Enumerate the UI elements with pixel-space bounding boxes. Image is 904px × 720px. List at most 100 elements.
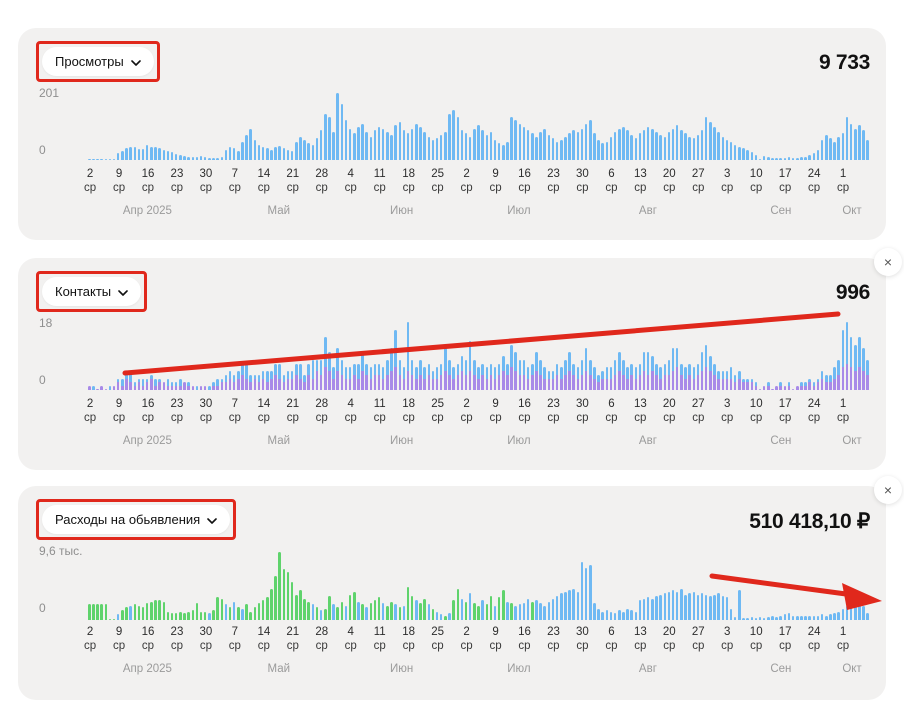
- bar: [551, 598, 555, 620]
- bar: [377, 126, 381, 160]
- bar: [543, 367, 546, 390]
- bar: [543, 128, 546, 160]
- bar: [849, 123, 853, 160]
- bar: [605, 610, 609, 620]
- expenses-month-labels: Апр 2025 Май Июн Июл Авг Сен Окт: [88, 663, 870, 679]
- bar: [506, 601, 509, 620]
- bar: [183, 156, 186, 160]
- bar: [663, 363, 667, 390]
- bar: [605, 141, 609, 160]
- bar: [402, 367, 406, 390]
- bar: [568, 133, 571, 160]
- bar: [845, 605, 849, 620]
- bar: [502, 145, 505, 160]
- bar: [597, 608, 600, 620]
- expenses-bar-chart: [88, 552, 870, 620]
- red-annotation-box-views: Просмотры: [36, 41, 160, 82]
- bar: [833, 367, 836, 390]
- bar: [609, 136, 613, 160]
- bar: [257, 145, 261, 160]
- x-tick-label: 27 ср: [691, 168, 705, 194]
- bar: [725, 597, 729, 620]
- bar: [568, 352, 571, 390]
- month-label: Апр 2025: [122, 205, 172, 217]
- bar: [357, 126, 360, 160]
- x-tick-label: 24 ср: [807, 398, 821, 424]
- bar: [593, 603, 596, 620]
- views-metric-dropdown[interactable]: Просмотры: [42, 47, 154, 76]
- month-label: Авг: [638, 663, 657, 675]
- bar: [787, 382, 791, 390]
- bar: [791, 158, 795, 160]
- contacts-metric-dropdown[interactable]: Контакты: [42, 277, 142, 306]
- x-tick-label: 9 ср: [489, 398, 502, 424]
- bar: [290, 371, 294, 390]
- close-icon[interactable]: ×: [874, 248, 902, 276]
- bar: [671, 128, 675, 160]
- expenses-metric-dropdown[interactable]: Расходы на обьявления: [42, 505, 231, 534]
- bar: [410, 359, 414, 390]
- bar: [154, 378, 157, 390]
- bar: [812, 382, 816, 390]
- bar: [121, 150, 124, 160]
- close-icon[interactable]: ×: [874, 476, 902, 504]
- bar: [796, 386, 799, 390]
- bar: [137, 378, 141, 390]
- bar: [199, 611, 203, 620]
- bar: [468, 136, 472, 160]
- bar: [854, 344, 857, 390]
- bar: [800, 615, 803, 620]
- bar: [477, 125, 480, 160]
- bar: [692, 591, 696, 620]
- bar: [829, 614, 832, 620]
- x-tick-label: 21 ср: [286, 398, 300, 424]
- x-tick-label: 7 ср: [228, 626, 241, 652]
- bar: [137, 605, 141, 620]
- month-label: Июн: [389, 663, 414, 675]
- bar: [278, 363, 281, 390]
- x-tick-label: 30 ср: [576, 168, 589, 194]
- bar: [481, 130, 484, 160]
- month-label: Май: [267, 205, 291, 217]
- month-label: Апр 2025: [122, 435, 172, 447]
- bar: [307, 143, 310, 160]
- bar: [133, 604, 137, 620]
- bar: [729, 367, 733, 390]
- x-tick-label: 16 ср: [518, 168, 531, 194]
- bar: [464, 359, 468, 390]
- expenses-y-axis-max: 9,6 тыс.: [39, 544, 83, 558]
- bar: [452, 110, 455, 160]
- bar: [667, 131, 671, 160]
- bar: [626, 130, 629, 160]
- x-tick-label: 17 ср: [778, 626, 792, 652]
- views-bar-chart: [88, 92, 870, 160]
- bar: [348, 128, 352, 160]
- bar: [655, 363, 658, 390]
- bar: [245, 135, 248, 160]
- x-tick-label: 4 ср: [344, 398, 357, 424]
- expenses-y-axis-zero: 0: [39, 601, 46, 615]
- bar: [125, 148, 128, 160]
- bar: [398, 121, 402, 160]
- bar: [286, 571, 290, 620]
- bar: [299, 136, 302, 160]
- bar: [783, 158, 787, 160]
- bar: [713, 594, 716, 620]
- bar: [228, 146, 232, 160]
- bar: [775, 158, 778, 160]
- bar: [816, 150, 820, 160]
- bar: [547, 601, 551, 620]
- bar: [303, 598, 306, 620]
- x-tick-label: 9 ср: [112, 168, 126, 194]
- bar: [618, 128, 621, 160]
- x-tick-label: 14 ср: [257, 168, 271, 194]
- bar: [634, 138, 638, 160]
- bar: [539, 603, 542, 620]
- bar: [804, 382, 807, 390]
- bar: [526, 367, 530, 390]
- bar: [195, 156, 199, 160]
- contacts-y-axis-zero: 0: [39, 373, 46, 387]
- bar: [833, 141, 836, 160]
- bar: [489, 131, 493, 160]
- bar: [473, 603, 476, 620]
